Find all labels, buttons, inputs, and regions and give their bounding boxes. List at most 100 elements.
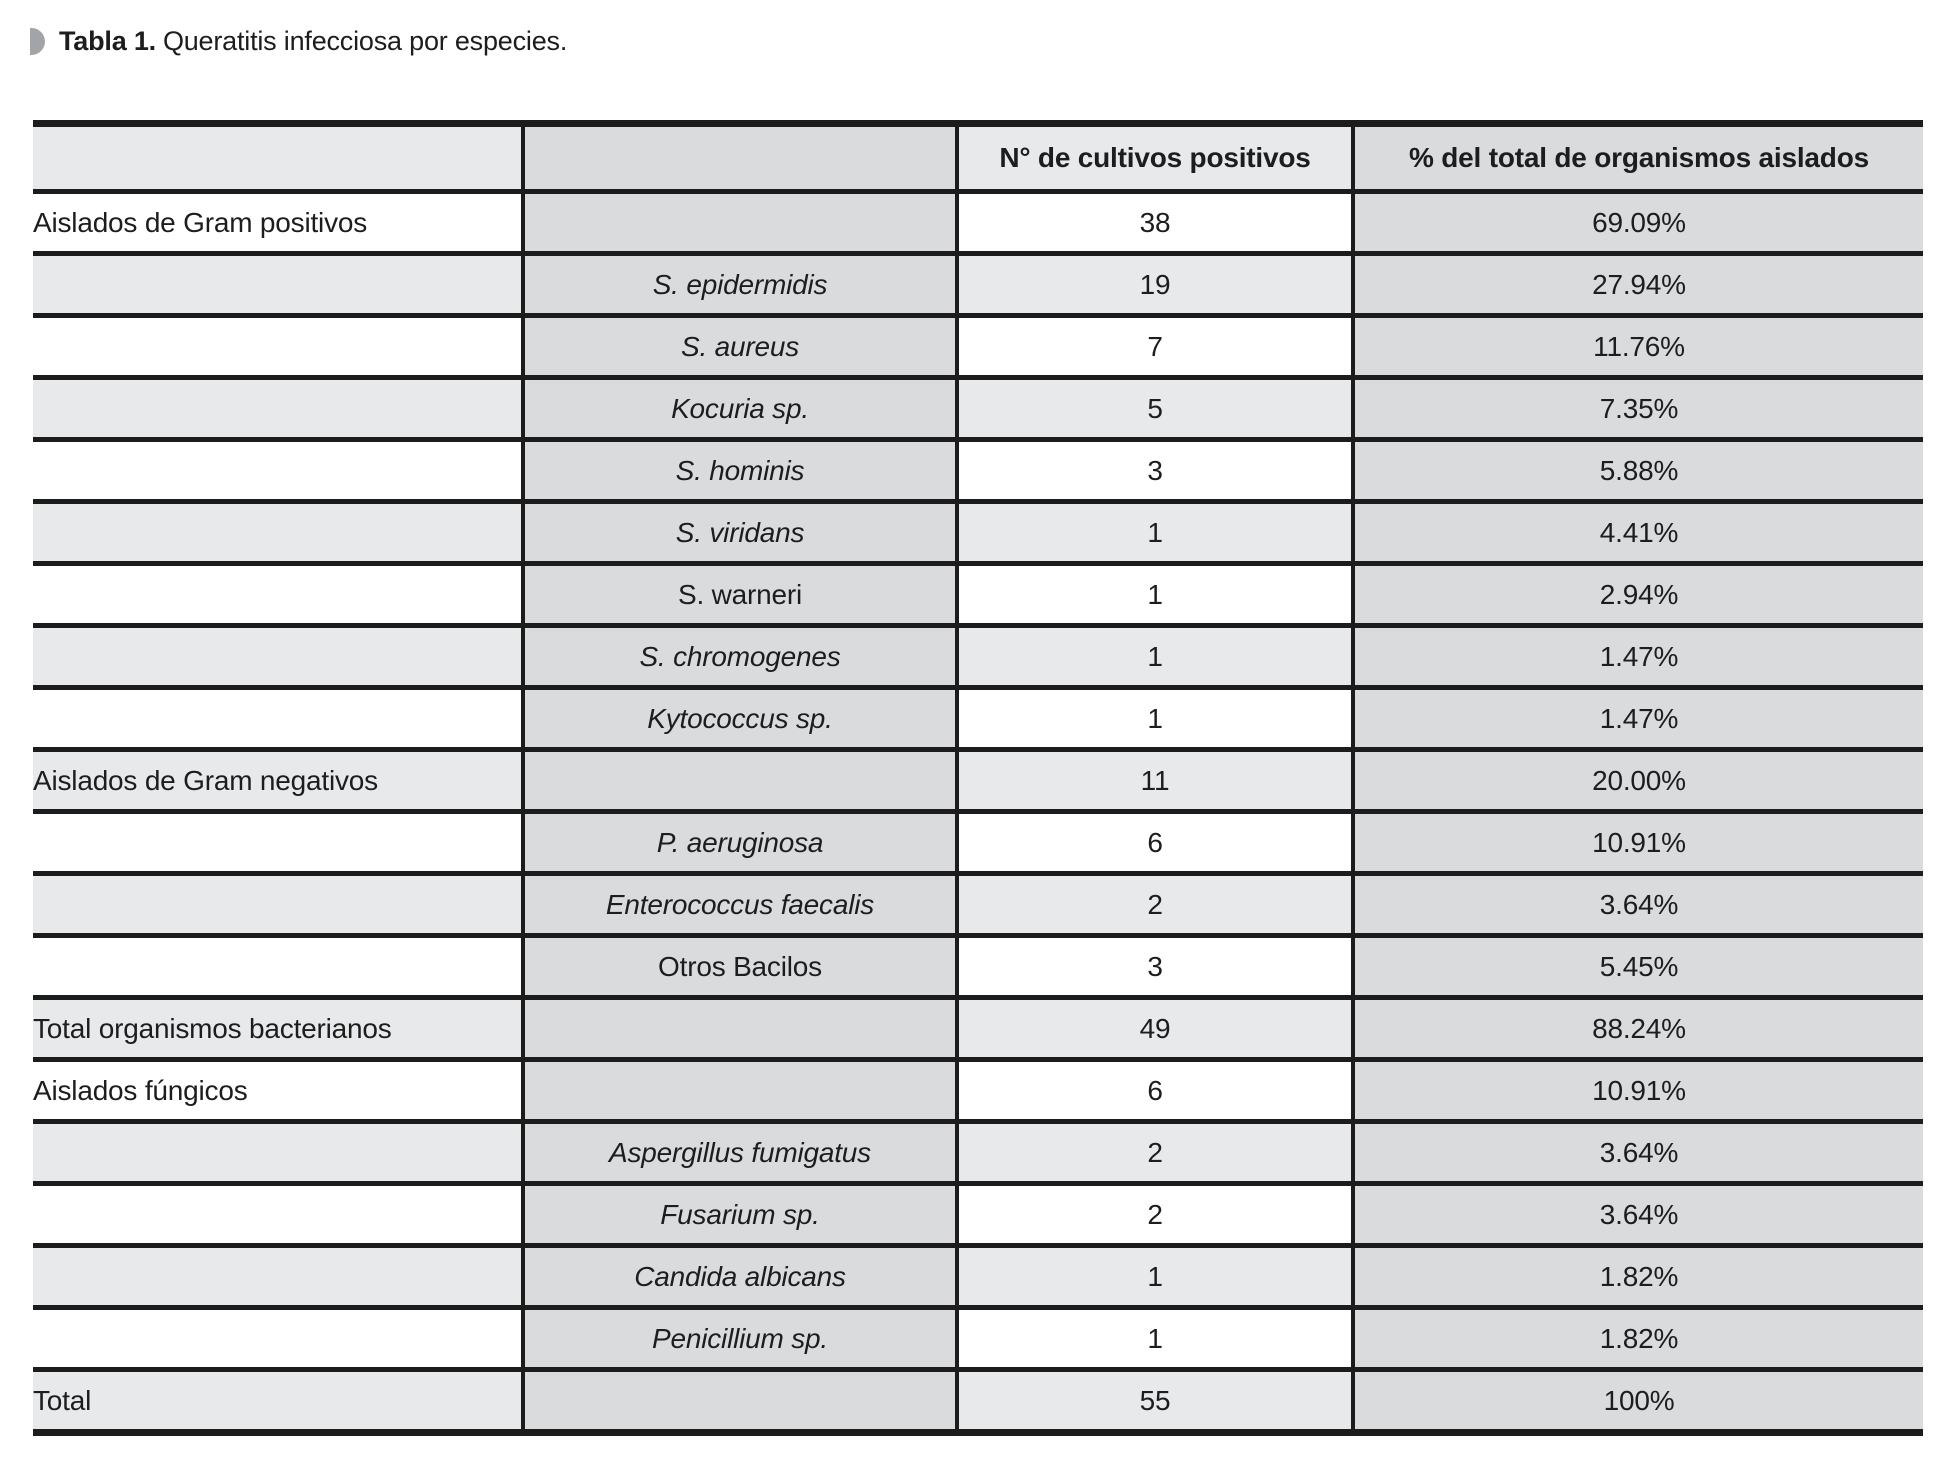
- species-cell: Otros Bacilos: [521, 933, 957, 998]
- group-cell: Aislados fúngicos: [33, 1057, 523, 1122]
- species-cell: Candida albicans: [521, 1243, 957, 1308]
- percent-cell: 2.94%: [1351, 561, 1923, 626]
- table-row: Candida albicans 1 1.82%: [33, 1243, 1923, 1308]
- table-row: Otros Bacilos 3 5.45%: [33, 933, 1923, 998]
- species-cell: S. epidermidis: [521, 251, 957, 316]
- species-table: N° de cultivos positivos % del total de …: [33, 120, 1923, 1436]
- count-value: 1: [1147, 1260, 1163, 1292]
- species-cell: Kytococcus sp.: [521, 685, 957, 750]
- percent-value: 20.00%: [1592, 764, 1686, 796]
- count-value: 5: [1147, 392, 1163, 424]
- count-cell: 3: [955, 933, 1353, 998]
- species-label: Fusarium sp.: [660, 1198, 820, 1230]
- count-cell: 5: [955, 375, 1353, 440]
- count-value: 2: [1147, 888, 1163, 920]
- header-percent-isolated: % del total de organismos aislados: [1351, 123, 1923, 192]
- count-value: 3: [1147, 950, 1163, 982]
- percent-value: 27.94%: [1592, 268, 1686, 300]
- count-value: 6: [1147, 1074, 1163, 1106]
- species-cell: Kocuria sp.: [521, 375, 957, 440]
- caption-marker-icon: [30, 28, 45, 55]
- percent-value: 11.76%: [1593, 330, 1685, 362]
- group-label: Total organismos bacterianos: [33, 1012, 392, 1044]
- count-value: 19: [1139, 268, 1171, 300]
- count-cell: 1: [955, 499, 1353, 564]
- count-cell: 1: [955, 1305, 1353, 1370]
- species-label: S. epidermidis: [652, 268, 828, 300]
- group-cell: [33, 685, 523, 750]
- percent-cell: 1.82%: [1351, 1243, 1923, 1308]
- table-row: Aislados de Gram negativos 11 20.00%: [33, 747, 1923, 812]
- species-cell: [521, 747, 957, 812]
- species-label: S. warneri: [677, 578, 803, 610]
- percent-value: 100%: [1603, 1384, 1675, 1416]
- group-cell: Aislados de Gram positivos: [33, 189, 523, 254]
- group-cell: [33, 561, 523, 626]
- count-value: 3: [1147, 454, 1163, 486]
- percent-cell: 4.41%: [1351, 499, 1923, 564]
- percent-cell: 1.82%: [1351, 1305, 1923, 1370]
- table-row: Fusarium sp. 2 3.64%: [33, 1181, 1923, 1246]
- group-cell: [33, 809, 523, 874]
- percent-value: 2.94%: [1599, 578, 1679, 610]
- percent-cell: 1.47%: [1351, 623, 1923, 688]
- species-cell: P. aeruginosa: [521, 809, 957, 874]
- count-value: 7: [1147, 330, 1163, 362]
- count-cell: 2: [955, 871, 1353, 936]
- percent-value: 10.91%: [1592, 1074, 1686, 1106]
- count-cell: 1: [955, 1243, 1353, 1308]
- percent-value: 5.88%: [1599, 454, 1679, 486]
- percent-cell: 5.45%: [1351, 933, 1923, 998]
- table-row: S. epidermidis 19 27.94%: [33, 251, 1923, 316]
- count-cell: 1: [955, 685, 1353, 750]
- percent-value: 3.64%: [1599, 888, 1679, 920]
- group-cell: Aislados de Gram negativos: [33, 747, 523, 812]
- species-cell: [521, 1057, 957, 1122]
- group-cell: [33, 933, 523, 998]
- species-label: Kytococcus sp.: [647, 702, 833, 734]
- header-species: [521, 123, 957, 192]
- species-label: S. aureus: [680, 330, 800, 362]
- group-cell: Total organismos bacterianos: [33, 995, 523, 1060]
- table-row: P. aeruginosa 6 10.91%: [33, 809, 1923, 874]
- percent-value: 7.35%: [1599, 392, 1679, 424]
- group-cell: [33, 1119, 523, 1184]
- species-cell: [521, 1367, 957, 1433]
- percent-cell: 7.35%: [1351, 375, 1923, 440]
- percent-cell: 3.64%: [1351, 1119, 1923, 1184]
- count-cell: 6: [955, 809, 1353, 874]
- species-cell: Fusarium sp.: [521, 1181, 957, 1246]
- percent-cell: 10.91%: [1351, 1057, 1923, 1122]
- group-cell: [33, 871, 523, 936]
- count-cell: 2: [955, 1181, 1353, 1246]
- group-cell: [33, 623, 523, 688]
- group-label: Aislados de Gram negativos: [33, 764, 378, 796]
- percent-cell: 3.64%: [1351, 1181, 1923, 1246]
- header-group: [33, 123, 523, 192]
- table-row: Aislados fúngicos 6 10.91%: [33, 1057, 1923, 1122]
- group-label: Aislados fúngicos: [33, 1074, 248, 1106]
- count-cell: 19: [955, 251, 1353, 316]
- percent-value: 3.64%: [1599, 1136, 1679, 1168]
- species-cell: S. aureus: [521, 313, 957, 378]
- percent-value: 1.82%: [1599, 1260, 1679, 1292]
- group-cell: [33, 313, 523, 378]
- count-cell: 38: [955, 189, 1353, 254]
- table-body: Aislados de Gram positivos 38 69.09% S. …: [33, 189, 1923, 1433]
- percent-cell: 11.76%: [1351, 313, 1923, 378]
- species-label: Penicillium sp.: [652, 1322, 828, 1354]
- table-row: S. warneri 1 2.94%: [33, 561, 1923, 626]
- percent-cell: 88.24%: [1351, 995, 1923, 1060]
- table-row: Kocuria sp. 5 7.35%: [33, 375, 1923, 440]
- caption-label: Tabla 1.: [59, 26, 156, 56]
- count-value: 2: [1147, 1198, 1163, 1230]
- species-cell: [521, 189, 957, 254]
- percent-cell: 27.94%: [1351, 251, 1923, 316]
- table-row: S. aureus 7 11.76%: [33, 313, 1923, 378]
- count-cell: 55: [955, 1367, 1353, 1433]
- count-value: 1: [1147, 702, 1163, 734]
- count-value: 49: [1139, 1012, 1171, 1044]
- species-label: S. viridans: [675, 516, 805, 548]
- count-value: 38: [1139, 206, 1171, 238]
